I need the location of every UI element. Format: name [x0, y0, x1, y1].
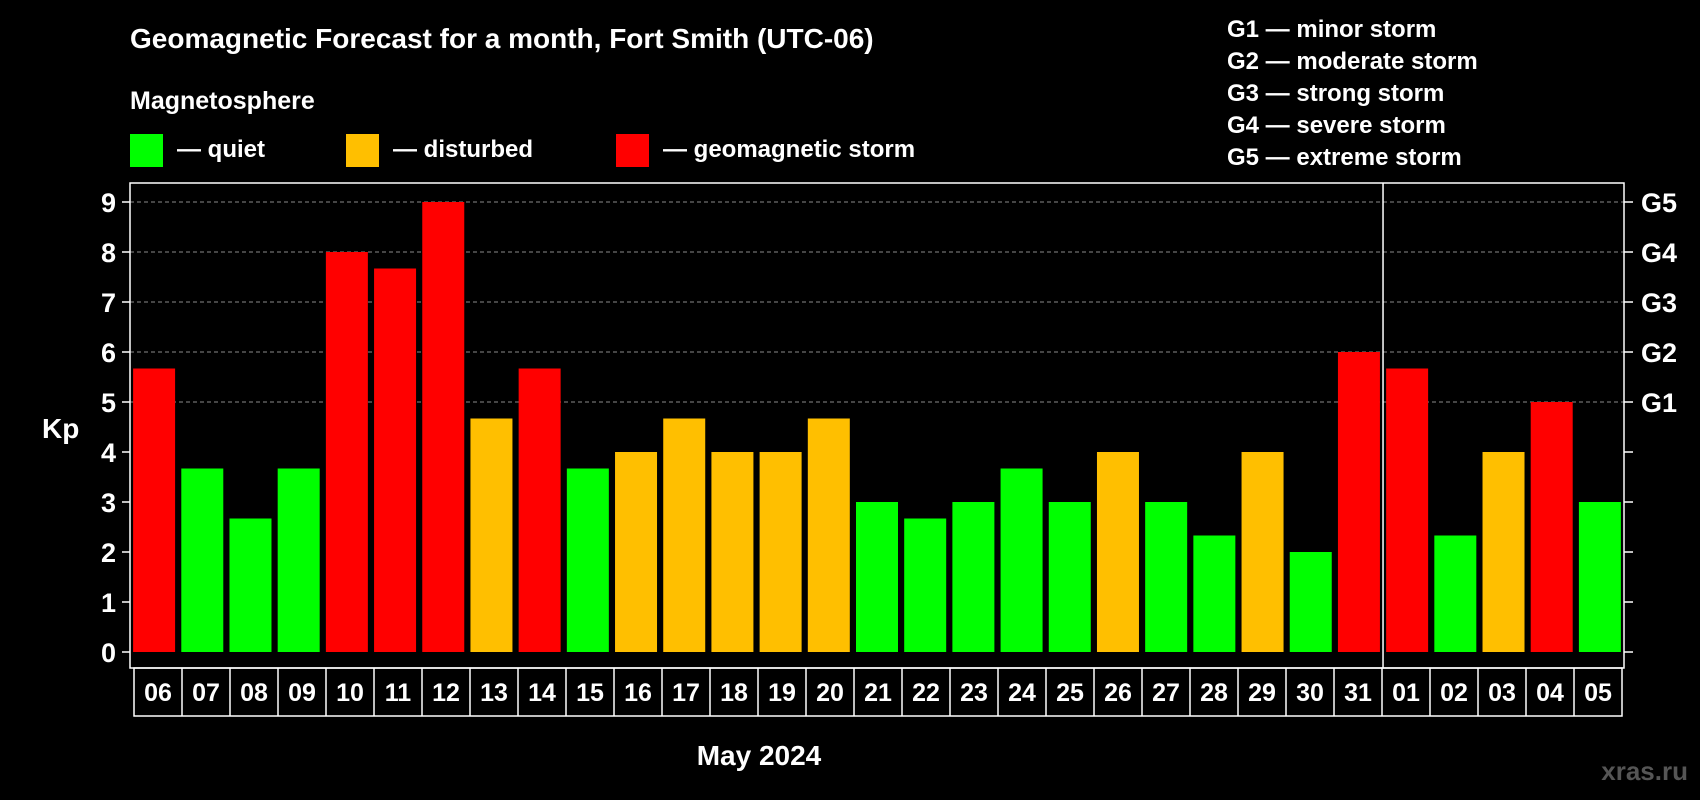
bar-01	[1386, 368, 1429, 652]
g-scale-g4: G4 — severe storm	[1227, 112, 1446, 139]
x-tick-label: 13	[480, 679, 508, 707]
bar-19	[759, 452, 802, 652]
bar-23	[952, 502, 995, 652]
g-level-label: G3	[1641, 288, 1677, 318]
bar-10	[325, 252, 368, 652]
y-tick-label: 4	[101, 438, 116, 468]
g-scale-g3: G3 — strong storm	[1227, 80, 1444, 107]
legend-swatch-disturbed	[346, 134, 379, 167]
bar-14	[518, 368, 561, 652]
g-level-label: G4	[1641, 238, 1677, 268]
legend-label-disturbed: — disturbed	[393, 136, 533, 163]
y-tick-label: 7	[101, 288, 116, 318]
x-tick-label: 02	[1440, 679, 1468, 707]
x-tick-label: 25	[1056, 679, 1084, 707]
x-tick-label: 05	[1584, 679, 1612, 707]
x-tick-label: 06	[144, 679, 172, 707]
x-tick-label: 17	[672, 679, 700, 707]
bar-02	[1434, 535, 1477, 652]
bar-09	[277, 468, 320, 652]
x-tick-label: 04	[1536, 679, 1564, 707]
bar-25	[1048, 502, 1091, 652]
bar-06	[133, 368, 176, 652]
x-tick-label: 08	[240, 679, 268, 707]
watermark: xras.ru	[1601, 756, 1688, 786]
x-tick-label: 11	[385, 679, 412, 707]
y-tick-label: 5	[101, 388, 116, 418]
bar-26	[1096, 452, 1139, 652]
g-level-label: G2	[1641, 338, 1677, 368]
x-axis-label: May 2024	[697, 740, 822, 771]
x-tick-label: 09	[288, 679, 316, 707]
bar-17	[663, 418, 706, 652]
bar-30	[1289, 552, 1332, 652]
x-tick-label: 28	[1200, 679, 1228, 707]
bar-28	[1193, 535, 1236, 652]
bar-05	[1578, 502, 1621, 652]
bar-15	[566, 468, 609, 652]
g-level-label: G1	[1641, 388, 1677, 418]
legend-swatch-quiet	[130, 134, 163, 167]
bar-16	[615, 452, 658, 652]
x-tick-label: 20	[816, 679, 844, 707]
x-tick-label: 24	[1008, 679, 1036, 707]
y-tick-label: 6	[101, 338, 116, 368]
legend-label-quiet: — quiet	[177, 136, 265, 163]
x-tick-label: 18	[720, 679, 748, 707]
bar-11	[374, 268, 417, 652]
bar-03	[1482, 452, 1525, 652]
legend-swatch-storm	[616, 134, 649, 167]
g-level-label: G5	[1641, 188, 1677, 218]
bar-24	[1000, 468, 1043, 652]
bar-29	[1241, 452, 1284, 652]
bar-07	[181, 468, 224, 652]
legend: — quiet — disturbed — geomagnetic storm	[130, 134, 915, 167]
y-axis-label: Kp	[42, 413, 79, 444]
x-tick-label: 12	[432, 679, 460, 707]
x-tick-label: 21	[864, 679, 892, 707]
g-scale-g1: G1 — minor storm	[1227, 16, 1436, 43]
bar-27	[1145, 502, 1188, 652]
x-tick-label: 23	[960, 679, 988, 707]
x-tick-label: 31	[1344, 679, 1372, 707]
x-tick-label: 07	[192, 679, 220, 707]
x-tick-label: 30	[1296, 679, 1324, 707]
y-tick-label: 8	[101, 238, 116, 268]
x-tick-label: 22	[912, 679, 940, 707]
bar-21	[856, 502, 898, 652]
bar-20	[807, 418, 850, 652]
y-tick-label: 3	[101, 488, 116, 518]
x-tick-label: 03	[1488, 679, 1516, 707]
bar-13	[470, 418, 513, 652]
bar-12	[422, 202, 465, 652]
x-tick-label: 14	[528, 679, 556, 707]
bar-18	[711, 452, 754, 652]
x-tick-label: 19	[768, 679, 796, 707]
legend-heading: Magnetosphere	[130, 87, 315, 115]
y-tick-label: 2	[101, 538, 116, 568]
bar-04	[1530, 402, 1573, 652]
x-tick-label: 10	[336, 679, 364, 707]
y-tick-label: 9	[101, 188, 116, 218]
x-tick-label: 16	[624, 679, 652, 707]
bar-08	[229, 518, 272, 652]
x-category-frame	[133, 667, 1623, 717]
x-tick-label: 26	[1104, 679, 1132, 707]
y-tick-label: 1	[101, 588, 116, 618]
x-tick-label: 29	[1248, 679, 1276, 707]
g-scale-g5: G5 — extreme storm	[1227, 144, 1462, 171]
g-scale-g2: G2 — moderate storm	[1227, 48, 1478, 75]
x-tick-label: 27	[1152, 679, 1180, 707]
x-tick-label: 01	[1392, 679, 1420, 707]
g-scale-list: G1 — minor storm G2 — moderate storm G3 …	[1227, 16, 1478, 171]
legend-label-storm: — geomagnetic storm	[663, 136, 915, 163]
chart-title: Geomagnetic Forecast for a month, Fort S…	[130, 23, 874, 54]
bar-22	[904, 518, 947, 652]
y-tick-label: 0	[101, 638, 116, 668]
bar-31	[1337, 352, 1380, 652]
x-tick-label: 15	[576, 679, 604, 707]
